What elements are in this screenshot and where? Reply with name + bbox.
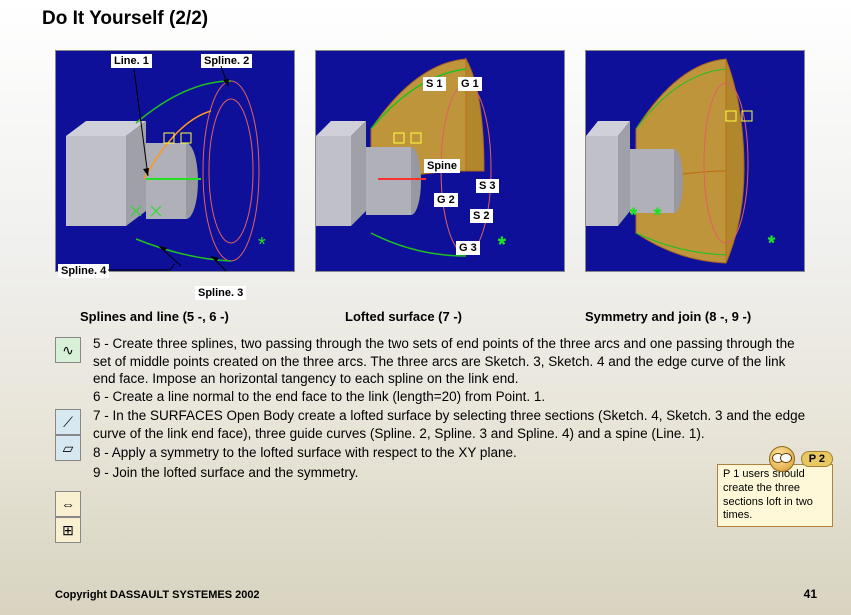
step-7-text: 7 - In the SURFACES Open Body create a l…	[93, 407, 810, 442]
caption-2: Lofted surface (7 -)	[315, 309, 575, 324]
label-spline4: Spline. 4	[58, 264, 109, 278]
symmetry-icon: ⇔	[55, 491, 81, 517]
advisor-face-icon	[769, 446, 795, 472]
step-6-text: 6 - Create a line normal to the end face…	[93, 389, 545, 404]
advisor-text: P 1 users should create the three sectio…	[717, 464, 833, 527]
p2-badge: P 2	[801, 451, 833, 467]
step-8: 8 - Apply a symmetry to the lofted surfa…	[55, 444, 810, 462]
step-7: 7 - In the SURFACES Open Body create a l…	[55, 407, 810, 442]
caption-3: Symmetry and join (8 -, 9 -)	[575, 309, 825, 324]
label-g2: G 2	[434, 193, 458, 207]
captions-row: Splines and line (5 -, 6 -) Lofted surfa…	[55, 309, 825, 324]
step-5-text: 5 - Create three splines, two passing th…	[93, 336, 795, 386]
page-title: Do It Yourself (2/2)	[42, 8, 208, 30]
line-icon: ⟋	[55, 409, 81, 435]
label-s1: S 1	[423, 77, 446, 91]
loft-icon: ▱	[55, 435, 81, 461]
label-line1: Line. 1	[111, 54, 152, 68]
step-5-6: ∿ 5 - Create three splines, two passing …	[55, 335, 810, 405]
svg-text:*: *	[258, 234, 266, 256]
copyright: Copyright DASSAULT SYSTEMES 2002	[55, 589, 260, 601]
image-symmetry-join: * * *	[585, 50, 805, 272]
caption-1: Splines and line (5 -, 6 -)	[55, 309, 315, 324]
label-g3: G 3	[456, 241, 480, 255]
label-spline3: Spline. 3	[195, 286, 246, 300]
svg-text:*: *	[630, 205, 637, 225]
label-g1: G 1	[458, 77, 482, 91]
svg-text:*: *	[498, 234, 506, 256]
image-lofted-surface: * S 1 G 1 Spine S 3 G 2 S 2 G 3	[315, 50, 565, 272]
label-s2: S 2	[470, 209, 493, 223]
page-number: 41	[804, 587, 817, 601]
join-icon: ⊞	[55, 517, 81, 543]
step-9-text: 9 - Join the lofted surface and the symm…	[93, 464, 810, 482]
images-row: * Line. 1 Spline. 2	[55, 50, 805, 272]
image-splines-line: * Line. 1 Spline. 2	[55, 50, 295, 272]
advisor-tip: P 2 P 1 users should create the three se…	[717, 446, 833, 527]
step-9: 9 - Join the lofted surface and the symm…	[55, 464, 810, 482]
spline-icon: ∿	[55, 335, 93, 405]
svg-text:*: *	[654, 205, 661, 225]
label-s3: S 3	[476, 179, 499, 193]
svg-text:*: *	[768, 233, 775, 253]
step-8-text: 8 - Apply a symmetry to the lofted surfa…	[93, 444, 810, 462]
steps-area: ∿ 5 - Create three splines, two passing …	[55, 335, 810, 483]
label-spline2: Spline. 2	[201, 54, 252, 68]
label-spine: Spine	[424, 159, 460, 173]
